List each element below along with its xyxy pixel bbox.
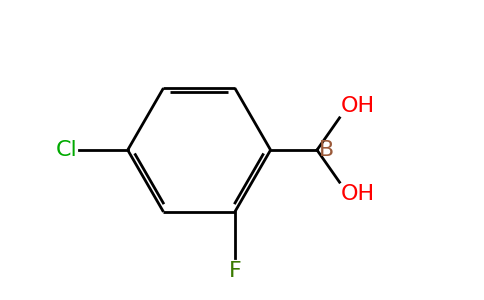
Text: OH: OH (341, 184, 375, 204)
Text: F: F (228, 261, 241, 281)
Text: OH: OH (341, 96, 375, 116)
Text: B: B (319, 140, 334, 160)
Text: Cl: Cl (56, 140, 77, 160)
